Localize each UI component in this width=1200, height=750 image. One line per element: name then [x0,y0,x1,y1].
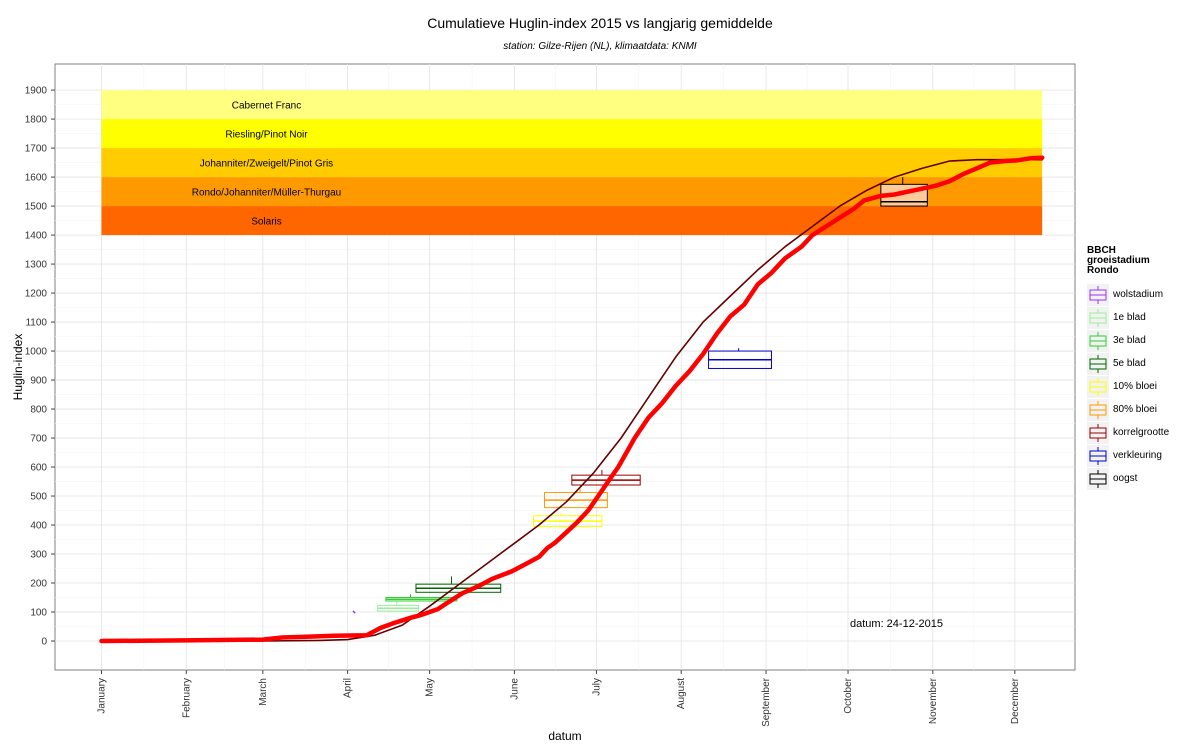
y-tick-label: 800 [30,405,47,416]
y-tick-label: 700 [30,434,47,445]
legend: BBCH groeistadium Rondo wolstadium 1e bla… [1087,246,1197,491]
y-tick-label: 300 [30,550,47,561]
y-tick-label: 100 [30,608,47,619]
legend-item: 5e blad [1087,353,1197,376]
legend-label: 1e blad [1113,312,1146,323]
legend-item: verkleuring [1087,445,1197,468]
band-label: Cabernet Franc [232,101,301,112]
y-tick-label: 1600 [25,173,48,184]
legend-item: oogst [1087,468,1197,491]
x-tick-label: January [96,678,107,714]
y-tick-label: 1000 [25,347,48,358]
legend-key [1087,399,1109,421]
legend-item: 10% bloei [1087,376,1197,399]
y-tick-label: 1200 [25,289,48,300]
x-tick-label: July [591,678,602,696]
y-tick-label: 200 [30,579,47,590]
band-Riesling/Pinot Noir [101,119,1043,149]
legend-key [1087,468,1109,490]
legend-label: 80% bloei [1113,404,1157,415]
legend-item: korrelgrootte [1087,422,1197,445]
legend-key [1087,284,1109,306]
legend-item: wolstadium [1087,284,1197,307]
legend-title: BBCH groeistadium Rondo [1087,245,1150,276]
band-Cabernet Franc [101,90,1043,120]
x-tick-label: June [509,678,520,700]
y-tick-label: 400 [30,521,47,532]
x-tick-label: September [761,677,772,727]
band-label: Riesling/Pinot Noir [225,130,308,141]
x-tick-label: November [928,677,939,724]
y-axis-title: Huglin-index [11,334,25,401]
legend-key [1087,307,1109,329]
legend-key [1087,376,1109,398]
series-line-0 [100,158,1043,642]
x-tick-label: August [676,678,687,709]
x-tick-label: October [843,677,854,713]
band-Johanniter/Zweigelt/Pinot Gris [101,148,1043,178]
x-tick-label: December [1010,677,1021,724]
legend-label: korrelgrootte [1113,427,1170,438]
legend-key [1087,330,1109,352]
legend-label: 3e blad [1113,335,1146,346]
legend-label: 5e blad [1113,358,1146,369]
legend-label: verkleuring [1113,450,1162,461]
series-line-1 [99,155,1045,644]
band-label: Solaris [251,217,282,228]
band-Solaris [101,206,1043,236]
legend-label: 10% bloei [1113,381,1157,392]
chart-subtitle: station: Gilze-Rijen (NL), klimaatdata: … [503,41,697,52]
legend-items: wolstadium 1e blad 3e blad 5e blad 10% bloei… [1087,284,1197,491]
legend-item: 80% bloei [1087,399,1197,422]
x-axis-title: datum [548,729,581,743]
legend-key [1087,353,1109,375]
chart-title: Cumulatieve Huglin-index 2015 vs langjar… [427,15,773,31]
band-label: Johanniter/Zweigelt/Pinot Gris [200,159,333,170]
y-tick-label: 500 [30,492,47,503]
y-tick-label: 1700 [25,144,48,155]
legend-label: wolstadium [1113,289,1164,300]
band-label: Rondo/Johanniter/Müller-Thurgau [192,188,342,199]
y-tick-label: 900 [30,376,47,387]
boxplot-wolstadium [352,610,356,614]
x-tick-label: May [425,678,436,697]
legend-item: 3e blad [1087,330,1197,353]
y-tick-label: 0 [41,637,47,648]
y-tick-label: 1100 [25,318,47,329]
y-tick-label: 1300 [25,260,48,271]
legend-label: oogst [1113,473,1138,484]
legend-item: 1e blad [1087,307,1197,330]
y-tick-label: 1800 [25,115,48,126]
y-tick-label: 600 [30,463,47,474]
legend-key [1087,445,1109,467]
legend-key [1087,422,1109,444]
x-tick-label: March [258,678,269,706]
y-tick-label: 1400 [25,231,48,242]
x-tick-label: April [343,678,354,698]
y-tick-label: 1500 [25,202,48,213]
x-tick-label: February [181,678,192,718]
y-tick-label: 1900 [25,86,48,97]
date-annotation: datum: 24-12-2015 [850,618,943,630]
